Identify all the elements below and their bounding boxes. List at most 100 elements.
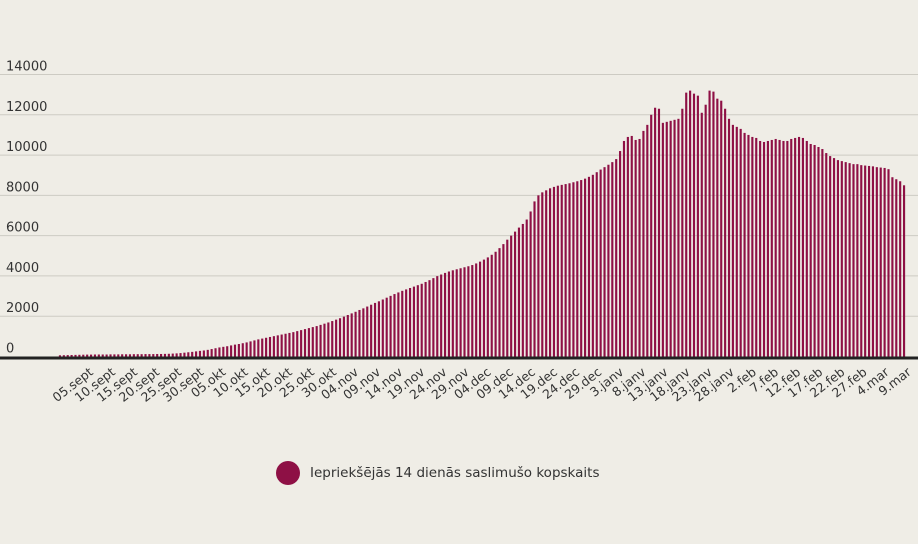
bar	[595, 172, 598, 357]
legend-marker	[276, 461, 300, 485]
bar	[97, 354, 100, 357]
bar	[654, 107, 657, 357]
bar	[230, 345, 233, 357]
bar	[572, 182, 575, 357]
bar	[397, 292, 400, 357]
bar	[657, 108, 661, 357]
bar	[875, 167, 878, 357]
bar	[303, 329, 307, 357]
y-tick-label: 4000	[6, 261, 39, 276]
bar	[685, 92, 688, 357]
bar	[362, 308, 365, 357]
bar	[109, 354, 112, 357]
bar	[136, 354, 139, 357]
bar	[58, 355, 62, 357]
bar	[611, 162, 614, 357]
bar	[871, 166, 875, 357]
bar	[692, 93, 696, 357]
bar	[638, 138, 641, 357]
bar	[556, 185, 559, 357]
bar	[545, 190, 548, 357]
bar	[774, 138, 777, 357]
bar	[759, 140, 762, 357]
bar	[354, 311, 357, 357]
bar	[739, 128, 742, 357]
bar	[817, 147, 820, 357]
bar	[373, 302, 377, 357]
bar	[210, 349, 213, 357]
bar	[265, 337, 268, 357]
bar	[615, 159, 618, 357]
bar	[708, 90, 711, 357]
bar	[86, 354, 89, 357]
bar	[832, 158, 836, 357]
gridlines	[0, 74, 918, 317]
x-axis-tick-labels: 05.sept10.sept15.sept20.sept25.sept30.se…	[50, 364, 915, 405]
bar	[634, 139, 637, 357]
bar	[214, 348, 217, 357]
bar	[599, 169, 602, 357]
bar	[801, 137, 804, 357]
bar	[268, 336, 272, 357]
bar	[128, 354, 132, 357]
bar	[78, 354, 81, 357]
bar	[148, 354, 151, 357]
bar	[704, 104, 707, 357]
bar	[284, 333, 287, 357]
bar	[482, 259, 486, 357]
bar	[727, 118, 731, 357]
bar	[681, 108, 684, 357]
bar	[276, 335, 279, 357]
bar	[323, 323, 326, 357]
bar	[89, 354, 93, 357]
bar	[700, 112, 703, 357]
y-tick-label: 8000	[6, 180, 39, 195]
bar	[782, 140, 785, 357]
bar	[331, 321, 334, 357]
bar	[167, 353, 170, 357]
bar	[385, 297, 388, 357]
bar	[428, 280, 431, 357]
y-tick-label: 6000	[6, 221, 39, 236]
bar	[408, 288, 412, 357]
bar	[735, 126, 738, 357]
bar	[401, 290, 404, 357]
bar	[311, 327, 314, 357]
bar	[584, 178, 587, 357]
bar	[751, 136, 754, 357]
bars	[58, 90, 906, 357]
bar	[377, 301, 380, 357]
bar	[661, 122, 664, 357]
bar	[451, 270, 454, 357]
bar	[829, 156, 832, 357]
bar	[338, 318, 342, 357]
bar	[650, 114, 653, 357]
bar	[805, 140, 808, 357]
bar	[412, 286, 415, 357]
bar	[416, 285, 419, 357]
bar	[471, 265, 474, 357]
bar	[630, 135, 633, 357]
bar	[879, 167, 882, 357]
bar	[895, 179, 898, 357]
bar	[261, 338, 264, 357]
bar	[187, 352, 190, 357]
bar	[257, 339, 260, 357]
bar	[864, 165, 867, 357]
bar	[455, 269, 458, 357]
bar	[591, 174, 594, 357]
bar	[626, 136, 629, 357]
bar	[622, 140, 626, 357]
bar	[432, 278, 435, 357]
bar	[490, 254, 493, 357]
bar	[66, 355, 69, 357]
bar	[327, 322, 330, 357]
bar	[424, 281, 427, 357]
bar	[335, 319, 338, 357]
bar	[152, 354, 155, 357]
bar	[646, 124, 649, 357]
bar	[673, 119, 676, 357]
bar	[125, 354, 128, 357]
bar	[342, 316, 345, 357]
bar	[840, 161, 843, 357]
